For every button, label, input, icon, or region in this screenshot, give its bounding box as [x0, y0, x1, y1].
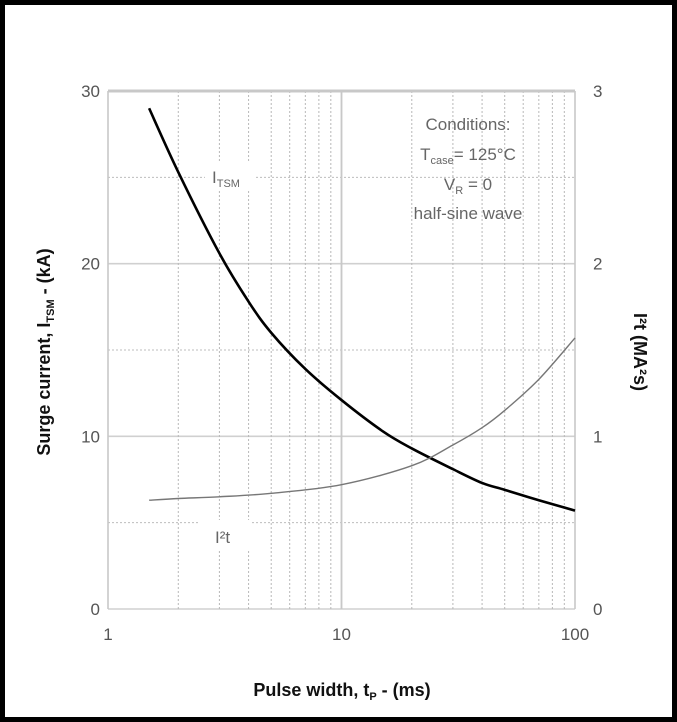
y-right-tick-label: 3 — [593, 82, 602, 101]
itsm-label-text: ITSM — [212, 168, 240, 190]
itsm-label-bg — [205, 162, 255, 190]
x-axis-label-sub: P — [369, 691, 376, 703]
y-right-axis-label-text: I²t (MA²s) — [630, 313, 650, 391]
y-left-tick-label: 10 — [81, 427, 100, 446]
x-tick-label: 100 — [561, 625, 589, 644]
i2t-series-line — [149, 337, 576, 501]
x-axis-label: Pulse width, tP - (ms) — [253, 680, 430, 703]
conditions-annotation: Conditions: Tcase= 125°C VR = 0 half-sin… — [414, 115, 523, 223]
y-right-tick-label: 1 — [593, 427, 602, 446]
y-left-tick-label: 0 — [91, 600, 100, 619]
y-left-axis-label: Surge current, ITSM - (kA) — [34, 248, 57, 455]
annotation-line-2: Tcase= 125°C — [420, 145, 516, 167]
x-tick-label: 1 — [103, 625, 112, 644]
y-right-tick-label: 0 — [593, 600, 602, 619]
grid-lines — [107, 89, 576, 610]
x-tick-label: 10 — [332, 625, 351, 644]
y-left-axis-label-suffix: - (kA) — [34, 248, 54, 299]
y-left-tick-label: 20 — [81, 255, 100, 274]
y-left-axis-label-text: Surge current, I — [34, 323, 54, 456]
y-right-tick-label: 2 — [593, 255, 602, 274]
i2t-series-label: I²t — [200, 520, 250, 550]
y-right-tick-labels: 0 1 2 3 — [593, 82, 602, 619]
x-tick-labels: 1 10 100 — [103, 625, 589, 644]
annotation-line-1: Conditions: — [425, 115, 510, 134]
y-left-tick-label: 30 — [81, 82, 100, 101]
y-left-axis-label-sub: TSM — [45, 299, 57, 322]
y-left-tick-labels: 0 10 20 30 — [81, 82, 100, 619]
annotation-line-3: VR = 0 — [444, 175, 492, 197]
series-layer — [147, 107, 576, 512]
x-axis-label-suffix: - (ms) — [377, 680, 431, 700]
i2t-label-bg — [200, 520, 250, 550]
annotation-line-4: half-sine wave — [414, 204, 523, 223]
itsm-series-line — [147, 107, 576, 512]
x-axis-label-text: Pulse width, t — [253, 680, 369, 700]
itsm-series-label: ITSM — [205, 162, 255, 190]
i2t-label-text: I²t — [215, 528, 230, 547]
y-right-axis-label: I²t (MA²s) — [630, 313, 650, 391]
